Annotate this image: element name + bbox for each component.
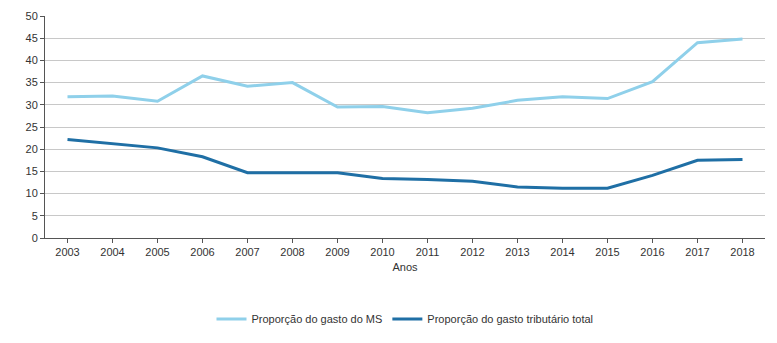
svg-text:Proporção do gasto do MS: Proporção do gasto do MS [252, 313, 383, 325]
svg-text:15: 15 [26, 165, 38, 177]
svg-text:2005: 2005 [145, 246, 169, 258]
svg-text:5: 5 [32, 210, 38, 222]
svg-text:2014: 2014 [550, 246, 574, 258]
svg-text:2007: 2007 [235, 246, 259, 258]
svg-text:40: 40 [26, 54, 38, 66]
svg-text:2011: 2011 [416, 246, 440, 258]
svg-text:2016: 2016 [640, 246, 664, 258]
svg-text:20: 20 [26, 143, 38, 155]
svg-text:2015: 2015 [595, 246, 619, 258]
svg-text:2013: 2013 [505, 246, 529, 258]
svg-text:Anos: Anos [392, 261, 418, 273]
svg-text:2012: 2012 [460, 246, 484, 258]
svg-text:2006: 2006 [190, 246, 214, 258]
svg-text:10: 10 [26, 187, 38, 199]
svg-text:2003: 2003 [55, 246, 79, 258]
svg-text:2017: 2017 [685, 246, 709, 258]
svg-text:Proporção do gasto tributário: Proporção do gasto tributário total [427, 313, 593, 325]
svg-text:50: 50 [26, 10, 38, 22]
svg-text:35: 35 [26, 76, 38, 88]
svg-text:2018: 2018 [730, 246, 754, 258]
svg-text:2004: 2004 [100, 246, 124, 258]
svg-text:45: 45 [26, 32, 38, 44]
svg-text:30: 30 [26, 99, 38, 111]
svg-text:2010: 2010 [370, 246, 394, 258]
svg-text:0: 0 [32, 232, 38, 244]
svg-text:2009: 2009 [325, 246, 349, 258]
svg-text:2008: 2008 [280, 246, 304, 258]
svg-text:25: 25 [26, 121, 38, 133]
